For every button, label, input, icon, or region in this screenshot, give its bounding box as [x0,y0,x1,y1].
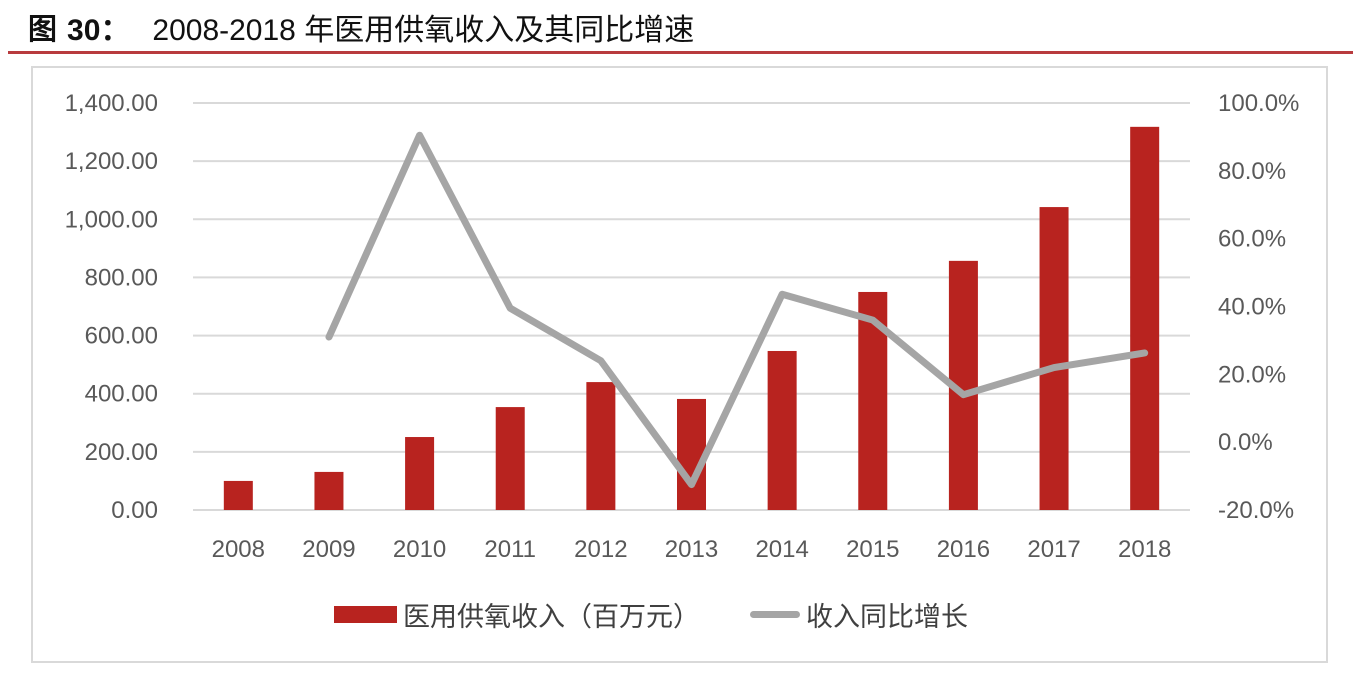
x-tick-label: 2014 [755,536,808,563]
gridlines [193,102,1190,511]
left-tick-label: 1,200.00 [65,148,158,175]
bar-2009 [314,471,344,510]
legend: 医用供氧收入（百万元） 收入同比增长 [334,594,968,634]
left-tick-label: 1,400.00 [65,90,158,117]
x-tick-label: 2008 [212,536,265,563]
left-tick-label: 800.00 [85,264,158,291]
right-tick-label: 0.0% [1218,429,1273,456]
right-tick-label: 20.0% [1218,361,1286,388]
legend-growth-label: 收入同比增长 [806,601,968,633]
x-tick-label: 2017 [1027,536,1080,563]
bar-2008 [223,480,253,510]
right-axis-ticks: -20.0% 0.0% 20.0% 40.0% 60.0% 80.0% 100.0% [1218,90,1299,524]
bar-2012 [586,382,616,510]
chart-frame [31,66,1328,663]
x-tick-label: 2012 [574,536,627,563]
left-tick-label: 200.00 [85,439,158,466]
left-tick-label: 0.00 [111,497,158,524]
figure-number: 30： [67,14,131,47]
growth-line [325,131,1149,489]
right-tick-label: 80.0% [1218,158,1286,185]
bar-2010 [405,437,435,510]
x-axis-ticks: 2008 2009 2010 2011 2012 2013 2014 2015 2016 2017… [212,536,1172,563]
legend-item-growth: 收入同比增长 [700,595,968,634]
right-tick-label: 40.0% [1218,294,1286,321]
figure-title-text: 2008-2018 年医用供氧收入及其同比增速 [152,14,695,47]
x-tick-label: 2010 [393,536,446,563]
bar-2011 [495,407,525,510]
bar-2018 [1130,126,1160,511]
x-tick-label: 2009 [302,536,355,563]
left-tick-label: 1,000.00 [65,206,158,233]
x-tick-label: 2011 [484,536,536,563]
figure-title: 图 30： 2008-2018 年医用供氧收入及其同比增速 [28,6,694,48]
title-divider [8,51,1353,54]
right-tick-label: -20.0% [1218,497,1294,524]
x-tick-label: 2015 [846,536,899,563]
x-tick-label: 2018 [1118,536,1171,563]
legend-revenue-label: 医用供氧收入（百万元） [403,601,700,633]
bar-2014 [767,350,797,510]
left-axis-ticks: 0.00 200.00 400.00 600.00 800.00 1,000.00 1,20… [65,90,158,524]
legend-line-swatch-icon [750,610,800,618]
bar-2013 [677,398,706,510]
legend-bar-swatch-icon [334,605,397,623]
figure-label: 图 [28,12,58,46]
legend-item-revenue: 医用供氧收入（百万元） [334,595,700,634]
right-tick-label: 100.0% [1218,90,1299,117]
right-tick-label: 60.0% [1218,226,1286,253]
left-tick-label: 600.00 [85,323,158,350]
left-tick-label: 400.00 [85,381,158,408]
x-tick-label: 2013 [665,536,718,563]
growth-polyline [325,131,1149,489]
bar-2017 [1039,207,1069,510]
x-tick-label: 2016 [937,536,990,563]
